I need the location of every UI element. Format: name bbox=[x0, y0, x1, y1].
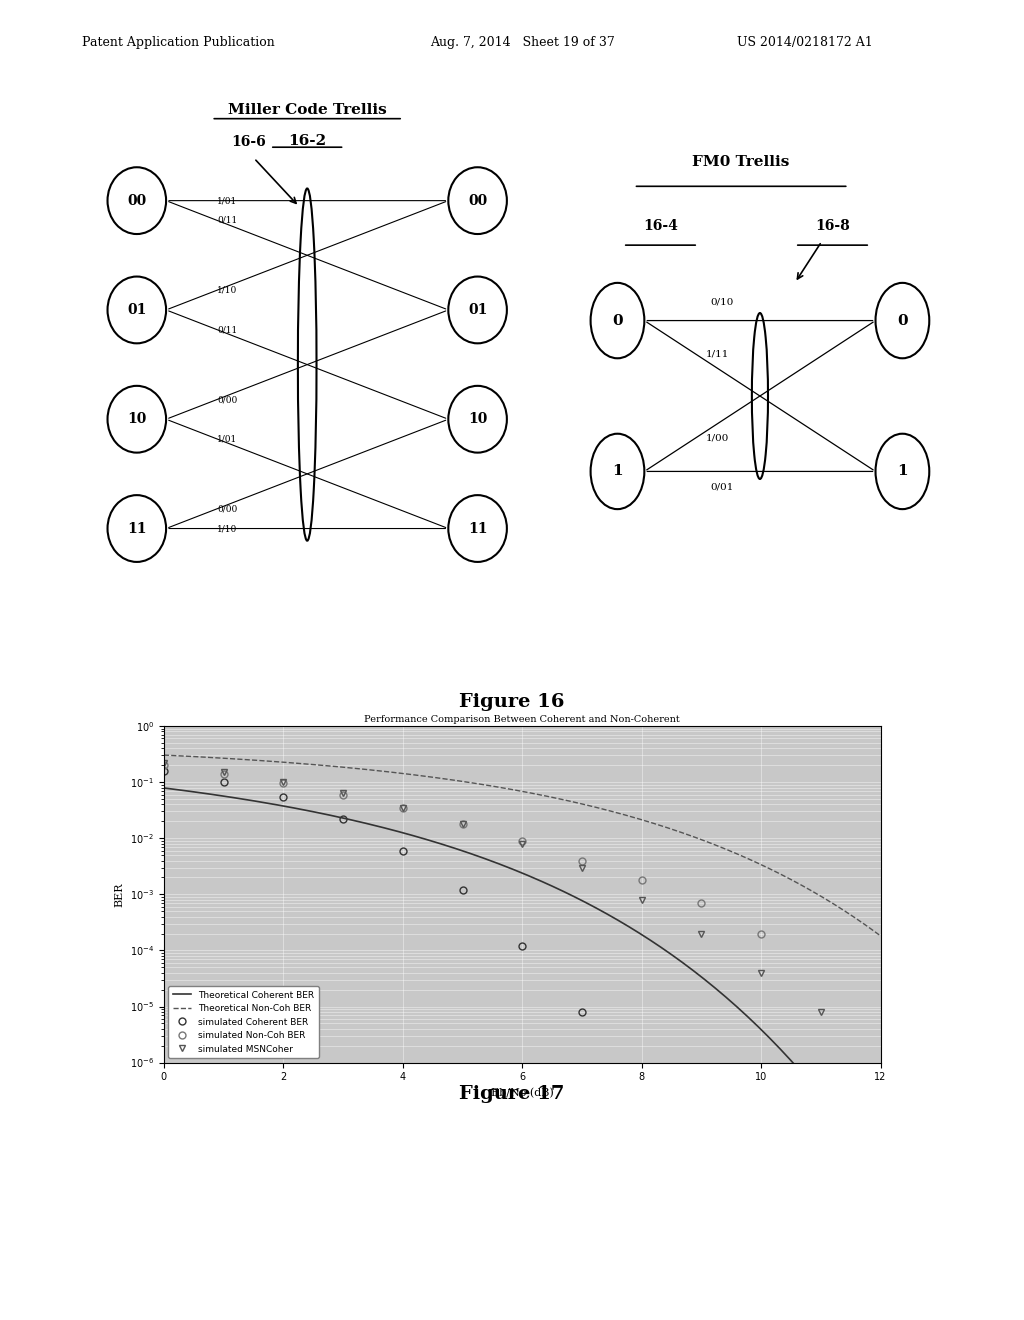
Text: 0/00: 0/00 bbox=[217, 504, 238, 513]
Text: Aug. 7, 2014   Sheet 19 of 37: Aug. 7, 2014 Sheet 19 of 37 bbox=[430, 36, 614, 49]
Text: 01: 01 bbox=[127, 302, 146, 317]
Theoretical Coherent BER bbox=[839, 1118, 851, 1134]
Text: 11: 11 bbox=[468, 521, 487, 536]
Text: 16-2: 16-2 bbox=[288, 133, 327, 148]
Text: Miller Code Trellis: Miller Code Trellis bbox=[227, 103, 387, 117]
Theoretical Non-Coh BER bbox=[839, 903, 851, 919]
Text: Figure 16: Figure 16 bbox=[459, 693, 565, 711]
simulated Coherent BER bbox=[396, 842, 409, 858]
simulated MSNCoher bbox=[575, 859, 588, 875]
Theoretical Coherent BER bbox=[201, 785, 213, 801]
Theoretical Coherent BER bbox=[186, 784, 199, 800]
Text: 1/11: 1/11 bbox=[706, 350, 729, 358]
Text: 16-8: 16-8 bbox=[815, 219, 850, 232]
Text: FM0 Trellis: FM0 Trellis bbox=[692, 154, 790, 169]
Text: 0/11: 0/11 bbox=[217, 325, 238, 334]
simulated Coherent BER bbox=[516, 939, 528, 954]
Theoretical Coherent BER bbox=[813, 1085, 825, 1101]
simulated Non-Coh BER bbox=[278, 775, 290, 791]
simulated Coherent BER bbox=[337, 810, 349, 826]
Theoretical Non-Coh BER bbox=[291, 755, 303, 771]
simulated Non-Coh BER bbox=[396, 800, 409, 816]
Theoretical Non-Coh BER bbox=[874, 928, 887, 944]
simulated MSNCoher bbox=[158, 755, 170, 771]
Theoretical Coherent BER bbox=[158, 780, 170, 796]
simulated MSNCoher bbox=[755, 965, 767, 981]
Title: Performance Comparison Between Coherent and Non-Coherent: Performance Comparison Between Coherent … bbox=[365, 715, 680, 723]
simulated Non-Coh BER bbox=[457, 816, 469, 832]
Text: 16-6: 16-6 bbox=[231, 135, 266, 149]
simulated MSNCoher bbox=[337, 784, 349, 800]
Line: simulated Coherent BER: simulated Coherent BER bbox=[161, 767, 645, 1082]
simulated Non-Coh BER bbox=[636, 873, 648, 888]
simulated MSNCoher bbox=[695, 925, 708, 941]
simulated Coherent BER bbox=[575, 1005, 588, 1020]
Text: 1: 1 bbox=[897, 465, 907, 478]
Theoretical Coherent BER bbox=[874, 1170, 887, 1185]
X-axis label: Eb/No (dB): Eb/No (dB) bbox=[490, 1088, 554, 1098]
Legend: Theoretical Coherent BER, Theoretical Non-Coh BER, simulated Coherent BER, simul: Theoretical Coherent BER, Theoretical No… bbox=[168, 986, 318, 1059]
Text: 1/10: 1/10 bbox=[217, 524, 238, 533]
simulated Non-Coh BER bbox=[755, 925, 767, 941]
Text: 00: 00 bbox=[127, 194, 146, 207]
Text: 10: 10 bbox=[468, 412, 487, 426]
Line: simulated MSNCoher: simulated MSNCoher bbox=[161, 759, 824, 1015]
simulated Coherent BER bbox=[158, 763, 170, 779]
Line: Theoretical Non-Coh BER: Theoretical Non-Coh BER bbox=[164, 755, 881, 936]
Theoretical Non-Coh BER bbox=[348, 760, 360, 776]
Text: 16-4: 16-4 bbox=[643, 219, 678, 232]
Theoretical Coherent BER bbox=[348, 813, 360, 829]
simulated Non-Coh BER bbox=[337, 787, 349, 803]
Text: 1: 1 bbox=[612, 465, 623, 478]
Text: 0/00: 0/00 bbox=[217, 395, 238, 404]
simulated MSNCoher bbox=[457, 816, 469, 832]
simulated Coherent BER bbox=[636, 1072, 648, 1088]
Text: 1/00: 1/00 bbox=[706, 434, 729, 442]
Theoretical Non-Coh BER bbox=[158, 747, 170, 763]
simulated MSNCoher bbox=[815, 1005, 827, 1020]
Theoretical Non-Coh BER bbox=[813, 887, 825, 903]
Text: 00: 00 bbox=[468, 194, 487, 207]
Line: Theoretical Coherent BER: Theoretical Coherent BER bbox=[164, 788, 881, 1177]
simulated Non-Coh BER bbox=[217, 766, 229, 781]
Theoretical Non-Coh BER bbox=[186, 748, 199, 764]
Text: Figure 17: Figure 17 bbox=[460, 1085, 564, 1104]
Text: US 2014/0218172 A1: US 2014/0218172 A1 bbox=[737, 36, 873, 49]
Text: Patent Application Publication: Patent Application Publication bbox=[82, 36, 274, 49]
simulated Coherent BER bbox=[217, 774, 229, 789]
Text: 0/10: 0/10 bbox=[711, 298, 734, 308]
Text: 1/01: 1/01 bbox=[217, 434, 238, 444]
simulated Non-Coh BER bbox=[158, 758, 170, 774]
Theoretical Non-Coh BER bbox=[201, 750, 213, 766]
Text: 10: 10 bbox=[127, 412, 146, 426]
simulated MSNCoher bbox=[396, 800, 409, 816]
simulated Coherent BER bbox=[278, 789, 290, 805]
Theoretical Coherent BER bbox=[291, 801, 303, 817]
simulated MSNCoher bbox=[278, 774, 290, 789]
simulated MSNCoher bbox=[636, 892, 648, 908]
simulated Non-Coh BER bbox=[695, 895, 708, 911]
simulated Coherent BER bbox=[457, 882, 469, 898]
Y-axis label: BER: BER bbox=[115, 882, 124, 907]
Text: 11: 11 bbox=[127, 521, 146, 536]
simulated MSNCoher bbox=[516, 836, 528, 851]
Line: simulated Non-Coh BER: simulated Non-Coh BER bbox=[161, 762, 765, 937]
Text: 0/11: 0/11 bbox=[217, 215, 238, 224]
simulated MSNCoher bbox=[217, 764, 229, 780]
Text: 0: 0 bbox=[612, 314, 623, 327]
Text: 0: 0 bbox=[897, 314, 907, 327]
Text: 1/10: 1/10 bbox=[217, 285, 238, 294]
simulated Non-Coh BER bbox=[516, 833, 528, 849]
Text: 1/01: 1/01 bbox=[217, 197, 238, 205]
simulated Non-Coh BER bbox=[575, 853, 588, 869]
Text: 01: 01 bbox=[468, 302, 487, 317]
Text: 0/01: 0/01 bbox=[711, 483, 734, 492]
